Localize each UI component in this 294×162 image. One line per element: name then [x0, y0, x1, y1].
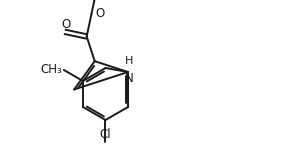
Text: Cl: Cl: [100, 128, 111, 141]
Text: O: O: [61, 18, 71, 31]
Text: N: N: [125, 73, 133, 86]
Text: H: H: [125, 57, 133, 66]
Text: CH₃: CH₃: [40, 64, 62, 76]
Text: O: O: [96, 7, 105, 20]
